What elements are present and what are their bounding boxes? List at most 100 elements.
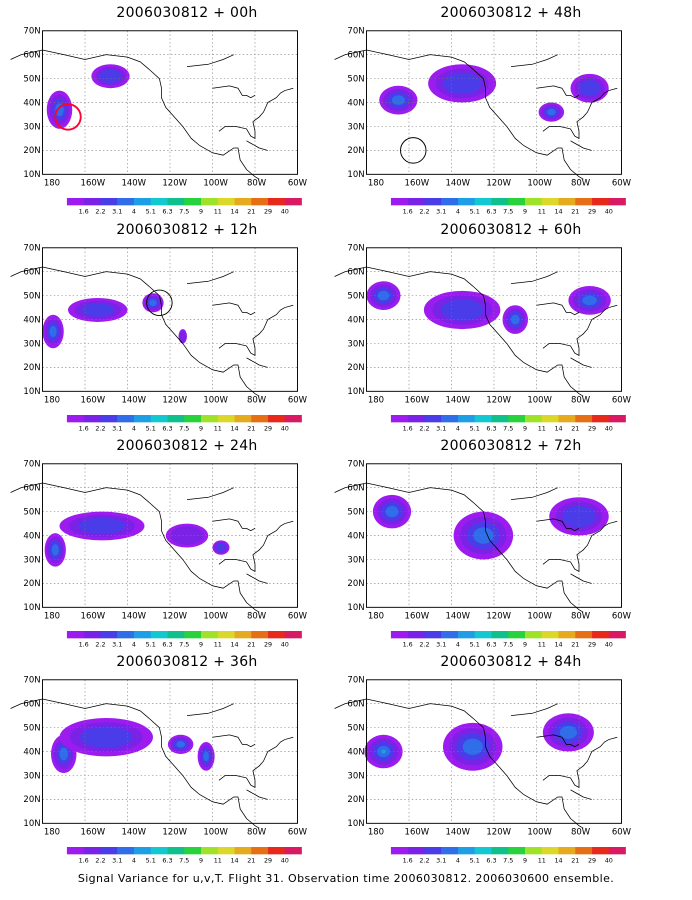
colorbar-swatch (83, 631, 101, 639)
lat-label: 70N (23, 676, 40, 686)
colorbar-label: 9 (523, 857, 527, 865)
lat-label: 30N (23, 339, 40, 349)
colorbar-swatch (133, 415, 152, 423)
colorbar-label: 9 (199, 208, 203, 216)
colorbar: 1.6 2.2 3.1 4 5.1 6.3 7.5 9 11 14 21 29 40 (390, 198, 626, 216)
lat-label: 60N (23, 700, 40, 710)
variance-contour (559, 725, 578, 739)
colorbar-swatch (117, 631, 135, 639)
colorbar-label: 5.1 (146, 425, 156, 433)
variance-contour (377, 290, 390, 301)
forecast-map: 70N 60N 50N 40N 30N 20N 10N 180 160W 140W 120W 100W… (334, 460, 632, 622)
colorbar-swatch (424, 847, 442, 855)
colorbar-swatch (558, 847, 576, 855)
colorbar-label: 3.1 (436, 425, 446, 433)
colorbar-swatch (441, 415, 459, 423)
colorbar-label: 29 (264, 425, 272, 433)
colorbar-swatch (201, 415, 219, 423)
colorbar: 1.6 2.2 3.1 4 5.1 6.3 7.5 9 11 14 21 29 40 (66, 847, 302, 865)
map-frame (42, 247, 298, 392)
colorbar-label: 7.5 (179, 425, 189, 433)
colorbar-swatch (592, 198, 610, 206)
forecast-map: 70N 60N 50N 40N 30N 20N 10N 180 160W 140W 120W 100W… (334, 676, 632, 838)
variance-contour (49, 325, 57, 338)
colorbar: 1.6 2.2 3.1 4 5.1 6.3 7.5 9 11 14 21 29 40 (390, 415, 626, 433)
lat-label: 50N (23, 723, 40, 733)
variance-contour (547, 108, 556, 116)
forecast-map: 70N 60N 50N 40N 30N 20N 10N 180 160W 140W 120W 100W… (334, 27, 632, 189)
panel-title: 2006030812 + 60h (440, 222, 582, 238)
colorbar-swatch (268, 415, 286, 423)
lat-label: 70N (23, 27, 40, 37)
colorbar-label: 7.5 (503, 425, 513, 433)
lon-label: 160W (405, 828, 430, 838)
variance-contour (216, 543, 226, 552)
colorbar-label: 1.6 (79, 208, 89, 216)
colorbar-swatch (66, 198, 84, 206)
coastline (334, 698, 618, 829)
colorbar-swatch (284, 198, 302, 206)
lat-label: 30N (347, 555, 364, 565)
lon-label: 160W (405, 179, 430, 189)
graticule (366, 247, 622, 392)
lon-label: 60W (612, 828, 632, 838)
colorbar-label: 29 (588, 641, 596, 649)
lat-label: 20N (23, 363, 40, 373)
forecast-map: 70N 60N 50N 40N 30N 20N 10N 180 160W 140W 120W 100W… (10, 676, 308, 838)
colorbar-label: 14 (554, 857, 562, 865)
colorbar-label: 40 (281, 641, 289, 649)
map-frame (42, 30, 298, 175)
lon-label: 80W (247, 612, 267, 622)
colorbar-label: 3.1 (112, 857, 122, 865)
colorbar-label: 7.5 (503, 641, 513, 649)
colorbar-label: 14 (554, 425, 562, 433)
colorbar-swatch (474, 415, 492, 423)
colorbar-swatch (83, 415, 101, 423)
colorbar-swatch (100, 198, 118, 206)
colorbar-label: 5.1 (470, 425, 480, 433)
colorbar-label: 11 (538, 208, 546, 216)
lon-label: 80W (571, 828, 591, 838)
lat-label: 40N (347, 98, 364, 108)
colorbar-swatch (457, 847, 476, 855)
colorbar-label: 4 (132, 425, 136, 433)
colorbar-swatch (575, 415, 593, 423)
lon-label: 60W (288, 612, 308, 622)
colorbar-label: 4 (456, 641, 460, 649)
lon-label: 140W (445, 396, 470, 406)
colorbar-swatch (575, 631, 593, 639)
lon-label: 160W (81, 612, 106, 622)
colorbar-label: 40 (605, 857, 613, 865)
colorbar-label: 4 (456, 208, 460, 216)
colorbar-swatch (558, 631, 576, 639)
colorbar-swatch (457, 631, 476, 639)
colorbar-label: 2.2 (419, 857, 429, 865)
lon-label: 160W (81, 828, 106, 838)
colorbar-swatch (424, 198, 442, 206)
colorbar-swatch (66, 631, 84, 639)
colorbar-swatch (268, 198, 286, 206)
colorbar-label: 5.1 (146, 857, 156, 865)
colorbar-swatch (575, 198, 593, 206)
lon-label: 80W (571, 396, 591, 406)
map-panel: 2006030812 + 00h 70N 60N 50N 40N 30N 20N 10N 180… (10, 5, 352, 216)
lat-label: 30N (23, 555, 40, 565)
colorbar-swatch (201, 198, 219, 206)
lat-label: 50N (23, 291, 40, 301)
colorbar-swatch (608, 198, 626, 206)
lat-label: 40N (23, 747, 40, 757)
variance-contour (385, 505, 399, 518)
colorbar-label: 1.6 (403, 425, 413, 433)
colorbar: 1.6 2.2 3.1 4 5.1 6.3 7.5 9 11 14 21 29 40 (66, 631, 302, 649)
colorbar-label: 14 (230, 208, 238, 216)
lon-label: 60W (612, 612, 632, 622)
variance-contour (582, 295, 597, 306)
lat-label: 10N (347, 819, 364, 829)
colorbar-label: 3.1 (112, 208, 122, 216)
colorbar-label: 14 (230, 425, 238, 433)
colorbar-label: 3.1 (436, 641, 446, 649)
lat-label: 30N (347, 339, 364, 349)
colorbar-label: 6.3 (486, 425, 496, 433)
colorbar: 1.6 2.2 3.1 4 5.1 6.3 7.5 9 11 14 21 29 40 (66, 198, 302, 216)
lat-label: 60N (23, 268, 40, 278)
